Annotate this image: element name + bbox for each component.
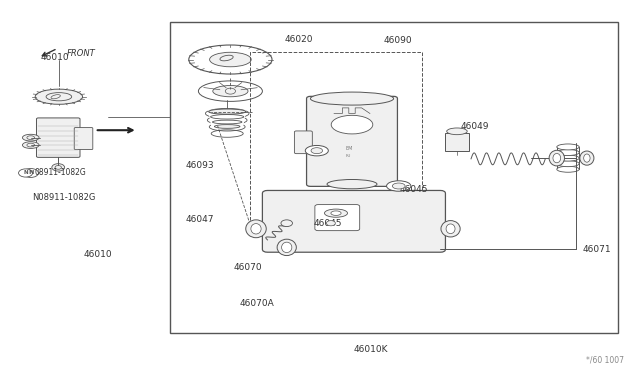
Ellipse shape bbox=[282, 242, 292, 253]
Ellipse shape bbox=[584, 154, 590, 162]
Ellipse shape bbox=[209, 52, 251, 67]
Ellipse shape bbox=[22, 134, 39, 141]
Circle shape bbox=[225, 88, 236, 94]
Text: N: N bbox=[28, 170, 33, 176]
Ellipse shape bbox=[198, 81, 262, 102]
Ellipse shape bbox=[27, 136, 35, 140]
Text: EM: EM bbox=[345, 145, 353, 151]
Ellipse shape bbox=[324, 209, 348, 217]
FancyBboxPatch shape bbox=[262, 190, 445, 252]
Text: */60 1007: */60 1007 bbox=[586, 356, 624, 365]
Text: 46090: 46090 bbox=[384, 36, 413, 45]
Ellipse shape bbox=[27, 143, 35, 147]
Ellipse shape bbox=[557, 150, 579, 155]
Text: FRONT: FRONT bbox=[67, 49, 96, 58]
Circle shape bbox=[281, 220, 292, 227]
FancyBboxPatch shape bbox=[307, 96, 397, 186]
Circle shape bbox=[326, 221, 335, 226]
Text: 46070: 46070 bbox=[234, 263, 262, 272]
Bar bbox=[250, 52, 422, 234]
Ellipse shape bbox=[553, 153, 561, 163]
Text: N08911-1082G: N08911-1082G bbox=[32, 193, 95, 202]
FancyBboxPatch shape bbox=[294, 131, 312, 154]
Bar bbox=[170, 22, 618, 333]
FancyBboxPatch shape bbox=[74, 128, 93, 150]
Ellipse shape bbox=[387, 181, 411, 191]
Ellipse shape bbox=[246, 220, 266, 238]
Text: 46010K: 46010K bbox=[354, 345, 388, 354]
Text: 46045: 46045 bbox=[400, 185, 429, 194]
Bar bbox=[445, 133, 469, 151]
Text: 46049: 46049 bbox=[461, 122, 490, 131]
Ellipse shape bbox=[311, 148, 323, 154]
Text: 46010: 46010 bbox=[40, 53, 68, 62]
Ellipse shape bbox=[214, 125, 240, 128]
Ellipse shape bbox=[557, 161, 579, 167]
Circle shape bbox=[23, 169, 38, 177]
Text: 46093: 46093 bbox=[186, 161, 214, 170]
Ellipse shape bbox=[251, 224, 261, 234]
Text: 08911-1082G: 08911-1082G bbox=[35, 169, 86, 177]
Text: 46045: 46045 bbox=[314, 219, 342, 228]
Text: 46071: 46071 bbox=[582, 245, 611, 254]
Ellipse shape bbox=[392, 183, 405, 189]
Ellipse shape bbox=[277, 239, 296, 256]
Ellipse shape bbox=[580, 151, 594, 165]
Ellipse shape bbox=[310, 92, 394, 105]
Text: 46047: 46047 bbox=[186, 215, 214, 224]
Ellipse shape bbox=[46, 93, 72, 101]
Ellipse shape bbox=[557, 166, 579, 172]
Circle shape bbox=[19, 169, 33, 177]
Ellipse shape bbox=[51, 94, 60, 99]
Ellipse shape bbox=[327, 179, 377, 189]
FancyBboxPatch shape bbox=[36, 118, 80, 157]
Text: 46020: 46020 bbox=[285, 35, 314, 44]
Ellipse shape bbox=[209, 109, 246, 114]
Ellipse shape bbox=[446, 224, 455, 234]
Ellipse shape bbox=[212, 86, 248, 97]
Ellipse shape bbox=[447, 128, 467, 135]
Ellipse shape bbox=[189, 45, 272, 74]
Ellipse shape bbox=[331, 211, 341, 215]
Ellipse shape bbox=[332, 115, 372, 134]
Ellipse shape bbox=[22, 142, 39, 148]
Circle shape bbox=[52, 164, 65, 171]
Ellipse shape bbox=[305, 145, 328, 156]
Ellipse shape bbox=[557, 144, 579, 150]
Text: 46070A: 46070A bbox=[240, 299, 275, 308]
FancyBboxPatch shape bbox=[315, 205, 360, 231]
Ellipse shape bbox=[441, 221, 460, 237]
Ellipse shape bbox=[549, 150, 564, 166]
Bar bbox=[557, 147, 579, 169]
Ellipse shape bbox=[35, 89, 83, 104]
Ellipse shape bbox=[220, 55, 233, 61]
Polygon shape bbox=[208, 110, 246, 126]
Text: N: N bbox=[23, 170, 28, 176]
Text: FU: FU bbox=[346, 154, 351, 158]
Ellipse shape bbox=[557, 155, 579, 161]
Circle shape bbox=[55, 166, 61, 169]
Text: 46010: 46010 bbox=[83, 250, 112, 259]
